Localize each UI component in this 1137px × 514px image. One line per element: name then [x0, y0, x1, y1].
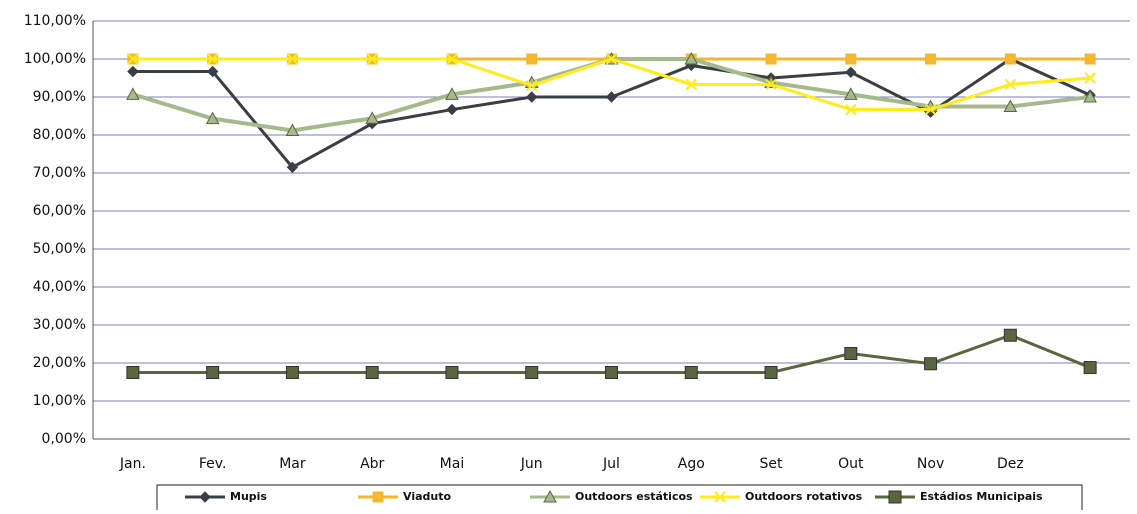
marker	[845, 53, 857, 65]
x-tick-label: Ago	[678, 456, 705, 472]
marker	[605, 366, 618, 379]
marker	[286, 53, 299, 65]
marker	[924, 357, 938, 371]
x-tick-label: Nov	[917, 456, 944, 472]
marker	[845, 66, 857, 79]
x-tick-label: Mai	[440, 456, 465, 472]
marker	[285, 366, 299, 379]
marker	[286, 161, 299, 174]
marker	[925, 53, 937, 65]
marker	[714, 491, 726, 503]
marker	[1083, 361, 1097, 375]
marker	[285, 123, 300, 136]
y-tick-label: 40,00%	[33, 279, 86, 295]
y-tick-label: 0,00%	[42, 431, 86, 447]
marker	[765, 78, 777, 91]
legend-label: Outdoors rotativos	[745, 490, 863, 503]
marker	[845, 103, 857, 116]
legend-label: Outdoors estáticos	[575, 490, 693, 503]
y-tick-label: 100,00%	[24, 51, 86, 67]
series-line	[132, 57, 1091, 170]
y-tick-label: 90,00%	[33, 89, 86, 105]
y-tick-label: 30,00%	[33, 317, 86, 333]
marker	[127, 53, 139, 65]
marker	[525, 366, 539, 379]
legend: Mupis Viaduto Outdoors estáticos Outdoors r…	[156, 484, 1083, 514]
marker	[206, 53, 219, 65]
x-tick-label: Jul	[602, 456, 620, 472]
marker	[543, 489, 557, 503]
marker	[844, 347, 858, 360]
marker	[126, 87, 140, 100]
marker	[206, 65, 219, 78]
marker	[605, 53, 618, 65]
marker	[127, 65, 139, 78]
x-tick-label: Mar	[279, 456, 306, 472]
x-tick-label: Fev.	[199, 456, 227, 472]
marker	[684, 366, 698, 379]
marker	[684, 51, 699, 65]
marker	[445, 87, 459, 100]
marker	[685, 78, 697, 91]
marker	[365, 366, 379, 379]
marker	[199, 491, 211, 503]
marker	[888, 490, 902, 504]
marker	[526, 53, 538, 65]
marker	[205, 111, 220, 125]
y-tick-label: 110,00%	[24, 13, 86, 29]
marker	[605, 91, 618, 103]
marker	[1084, 72, 1096, 84]
x-tick-label: Abr	[360, 456, 384, 472]
legend-label: Mupis	[230, 490, 267, 503]
marker	[446, 53, 458, 65]
marker	[372, 491, 384, 503]
marker	[126, 366, 140, 379]
marker	[445, 366, 459, 379]
y-tick-label: 50,00%	[33, 241, 86, 257]
marker	[1004, 78, 1017, 91]
marker	[206, 366, 220, 379]
marker	[764, 366, 778, 379]
x-tick-label: Dez	[997, 456, 1024, 472]
y-tick-label: 60,00%	[33, 203, 86, 219]
marker	[765, 53, 777, 65]
legend-box	[156, 484, 1083, 514]
marker	[526, 91, 538, 103]
marker	[366, 53, 378, 65]
y-tick-label: 20,00%	[33, 355, 86, 371]
legend-label: Viaduto	[403, 490, 451, 503]
legend-label: Estádios Municipais	[920, 490, 1043, 503]
x-tick-label: Jun	[520, 456, 543, 472]
marker	[1003, 328, 1017, 342]
marker	[924, 103, 937, 116]
marker	[365, 111, 380, 124]
marker	[1084, 53, 1096, 65]
y-tick-label: 70,00%	[33, 165, 86, 181]
marker	[1083, 89, 1097, 103]
y-tick-label: 80,00%	[33, 127, 86, 143]
marker	[843, 87, 858, 100]
marker	[446, 103, 458, 116]
x-tick-label: Out	[838, 456, 864, 472]
marker	[526, 79, 538, 92]
x-tick-label: Jan.	[119, 456, 146, 472]
marker	[1004, 53, 1016, 65]
marker	[1003, 99, 1018, 112]
x-tick-label: Set	[760, 456, 784, 472]
y-tick-label: 10,00%	[33, 393, 86, 409]
